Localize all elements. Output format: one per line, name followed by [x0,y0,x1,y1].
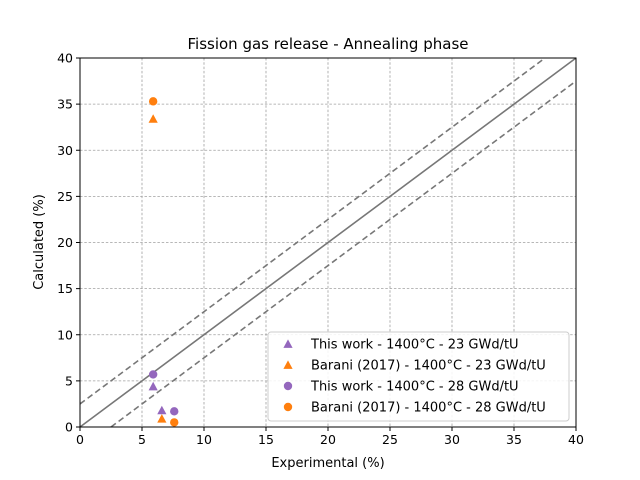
y-tick-label: 5 [65,373,73,388]
y-tick-label: 10 [57,327,73,342]
data-points [148,97,179,427]
x-tick-label: 5 [138,432,146,447]
x-axis-label: Experimental (%) [271,456,384,471]
data-point [148,114,158,123]
chart-title: Fission gas release - Annealing phase [188,35,469,53]
y-tick-label: 20 [57,235,73,250]
y-tick-label: 0 [65,420,73,435]
data-point [148,370,158,379]
tolerance-line [110,80,577,428]
legend-marker [283,381,293,391]
y-tick-label: 35 [57,97,73,112]
legend-label: This work - 1400°C - 23 GWd/tU [310,338,519,353]
reference-lines [79,57,577,428]
axis-ticks: 0 5 10 15 20 25 30 35 40 0 5 10 15 20 25 30 35 40 [57,51,584,448]
legend-label: This work - 1400°C - 28 GWd/tU [310,380,519,395]
x-tick-label: 0 [76,432,84,447]
legend-label: Barani (2017) - 1400°C - 28 GWd/tU [311,401,546,416]
tolerance-line [79,57,546,405]
x-tick-label: 15 [258,432,274,447]
x-tick-label: 30 [444,432,460,447]
x-tick-label: 20 [320,432,336,447]
legend-marker [283,339,293,348]
y-tick-label: 40 [57,51,73,66]
data-point [148,97,158,106]
data-point [170,407,179,416]
x-tick-label: 10 [196,432,212,447]
y-tick-label: 15 [57,281,73,296]
legend: This work - 1400°C - 23 GWd/tU Barani (20… [267,331,570,422]
data-point [148,381,158,391]
legend-box [267,331,570,422]
x-tick-label: 40 [568,432,584,447]
x-tick-label: 25 [382,432,398,447]
identity-line [79,57,577,428]
y-tick-label: 25 [57,189,73,204]
data-point [157,414,167,423]
data-point [157,405,167,415]
x-tick-label: 35 [506,432,522,447]
legend-label: Barani (2017) - 1400°C - 23 GWd/tU [311,359,546,374]
y-axis-label: Calculated (%) [32,194,47,290]
data-point [170,418,179,427]
y-tick-label: 30 [57,143,73,158]
legend-marker [283,360,293,369]
legend-marker [283,402,293,412]
